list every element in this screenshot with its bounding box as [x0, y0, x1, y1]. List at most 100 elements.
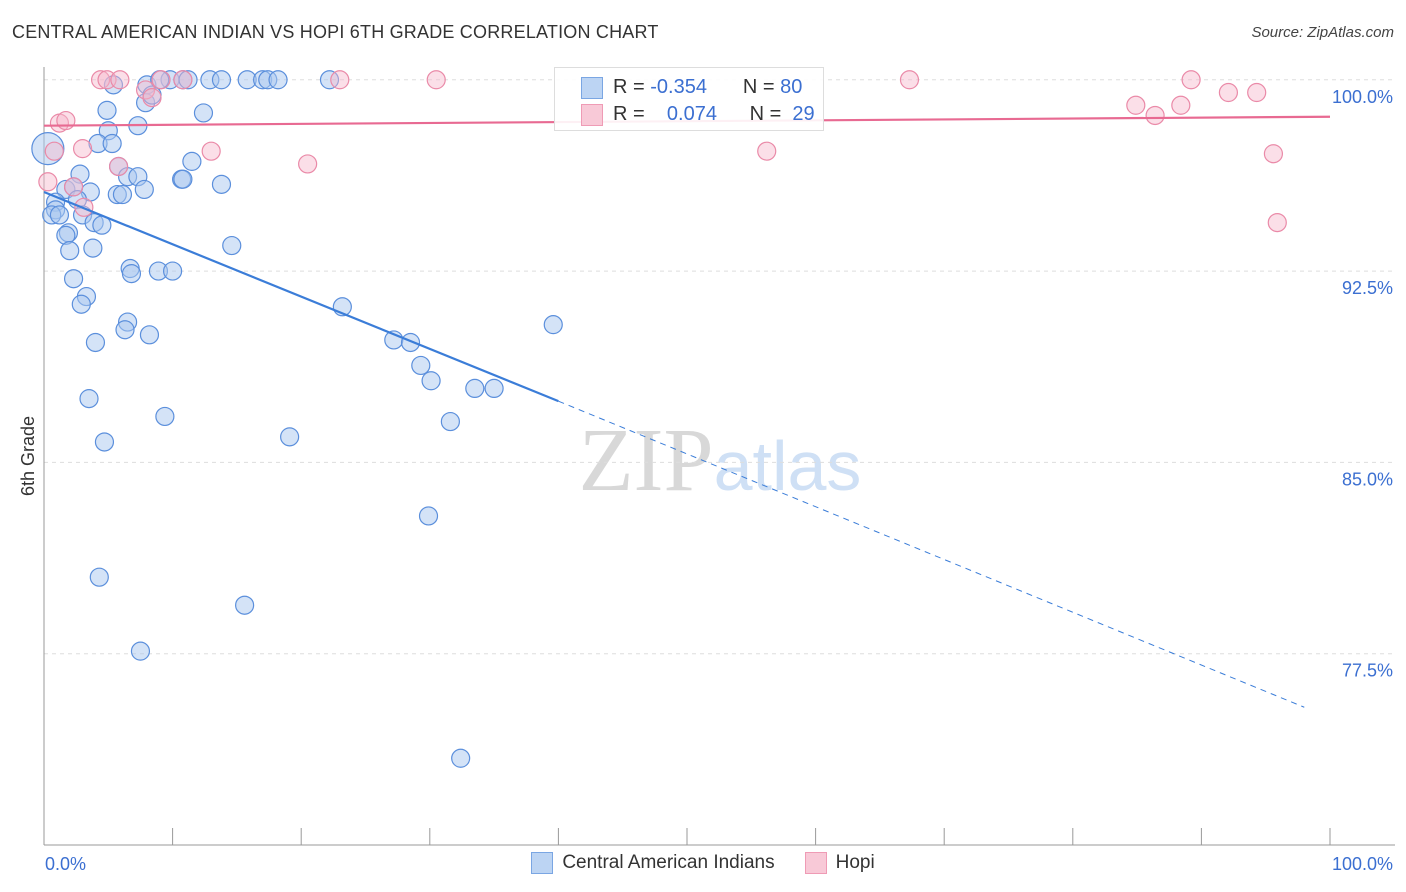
- blue-swatch: [531, 852, 554, 874]
- central-american-indian-point: [440, 411, 460, 432]
- y-tick-label: 92.5%: [1342, 278, 1393, 298]
- central-american-indian-point: [400, 332, 421, 353]
- pink-swatch: [581, 103, 603, 126]
- pink-swatch: [804, 852, 827, 874]
- hopi-point: [135, 80, 156, 100]
- r-value: 0.074: [666, 103, 717, 125]
- legend-row-pink: R = 0.074 N = 29: [581, 103, 815, 126]
- hopi-point: [108, 156, 129, 177]
- r-value: -0.354: [650, 76, 707, 98]
- legend-item-central-american-indians: Central American Indians: [531, 852, 775, 874]
- legend-label: Central American Indians: [562, 852, 775, 873]
- hopi-point: [1247, 82, 1267, 103]
- hopi-point: [426, 70, 446, 90]
- legend-item-hopi: Hopi: [804, 852, 875, 874]
- central-american-indian-point: [112, 184, 133, 205]
- central-american-indian-point: [139, 325, 160, 345]
- central-american-indian-point: [79, 389, 99, 409]
- x-tick-label-max: 100.0%: [1332, 854, 1393, 874]
- central-american-indian-point: [280, 427, 300, 447]
- central-american-indian-point: [102, 133, 122, 154]
- x-tick-label-min: 0.0%: [45, 854, 86, 874]
- central-american-indian-point: [484, 378, 504, 399]
- hopi-point: [90, 70, 111, 90]
- hopi-point: [110, 70, 130, 90]
- central-american-indian-point: [543, 315, 563, 335]
- source-label: Source: ZipAtlas.com: [1251, 24, 1394, 41]
- hopi-point: [1171, 95, 1191, 115]
- hopi-point: [1218, 82, 1239, 103]
- central-american-indian-point: [121, 264, 142, 284]
- blue-swatch: [581, 76, 603, 99]
- central-american-indian-point: [465, 378, 485, 399]
- hopi-point: [38, 172, 58, 192]
- y-axis-label: 6th Grade: [18, 416, 38, 496]
- central-american-indian-point: [222, 235, 242, 256]
- y-tick-label: 77.5%: [1342, 661, 1393, 681]
- central-american-indian-point: [319, 70, 340, 90]
- central-american-indian-point: [451, 748, 471, 768]
- hopi-point: [56, 110, 76, 131]
- central-american-indian-point: [60, 241, 80, 261]
- hopi-point: [1263, 144, 1284, 164]
- chart-title: CENTRAL AMERICAN INDIAN VS HOPI 6TH GRAD…: [12, 22, 659, 42]
- central-american-indian-point: [155, 406, 175, 427]
- correlation-legend: R = -0.354 N = 80 R = 0.074 N = 29: [554, 67, 824, 131]
- hopi-point: [757, 141, 777, 161]
- n-value: 80: [780, 76, 803, 98]
- central-american-indian-point: [49, 205, 70, 225]
- legend-label: Hopi: [835, 852, 875, 873]
- central-american-indian-point: [193, 103, 214, 123]
- central-american-indian-point: [421, 371, 441, 391]
- hopi-point: [899, 70, 920, 90]
- r-label: R =: [613, 76, 645, 98]
- central-american-indian-point: [173, 169, 193, 189]
- central-american-indian-point: [163, 261, 183, 281]
- n-label: N =: [749, 103, 782, 125]
- central-american-indian-point: [211, 174, 232, 194]
- legend-row-blue: R = -0.354 N = 80: [581, 76, 802, 99]
- r-label: R =: [613, 103, 645, 125]
- n-value: 29: [792, 103, 815, 125]
- central-american-indian-point: [268, 70, 288, 90]
- central-american-indian-trend-extension: [558, 400, 1305, 708]
- central-american-indian-point: [178, 70, 198, 90]
- central-american-indian-point: [411, 355, 431, 376]
- y-tick-label: 85.0%: [1342, 469, 1393, 489]
- central-american-indian-point: [83, 238, 103, 258]
- central-american-indian-point: [89, 567, 109, 587]
- central-american-indian-point: [235, 595, 255, 615]
- central-american-indian-point: [211, 70, 232, 90]
- hopi-point: [201, 141, 221, 161]
- n-label: N =: [742, 76, 775, 98]
- watermark: ZIPatlas: [579, 411, 862, 510]
- central-american-indian-point: [85, 332, 106, 353]
- central-american-indian-point: [418, 506, 439, 526]
- hopi-point: [72, 139, 93, 159]
- hopi-point: [151, 70, 171, 90]
- central-american-indian-point: [115, 320, 135, 340]
- series-legend: Central American Indians Hopi: [0, 852, 1406, 874]
- hopi-point: [1267, 213, 1287, 233]
- hopi-point: [298, 154, 318, 174]
- central-american-indian-point: [97, 100, 117, 120]
- central-american-indian-point: [71, 294, 91, 314]
- hopi-point: [63, 177, 84, 197]
- central-american-indian-point: [130, 641, 151, 661]
- central-american-indian-point: [94, 432, 115, 452]
- central-american-indian-point: [182, 151, 202, 171]
- hopi-point: [1126, 95, 1146, 115]
- central-american-indian-trend-line: [43, 190, 559, 403]
- hopi-point: [1145, 105, 1165, 126]
- central-american-indian-point: [103, 75, 124, 95]
- hopi-point: [173, 70, 193, 90]
- central-american-indian-point: [134, 179, 154, 200]
- y-tick-label: 100.0%: [1332, 87, 1393, 107]
- central-american-indian-point: [63, 269, 84, 289]
- hopi-point: [44, 141, 64, 161]
- hopi-point: [1181, 70, 1201, 90]
- hopi-point: [330, 70, 350, 90]
- central-american-indian-point: [31, 132, 65, 166]
